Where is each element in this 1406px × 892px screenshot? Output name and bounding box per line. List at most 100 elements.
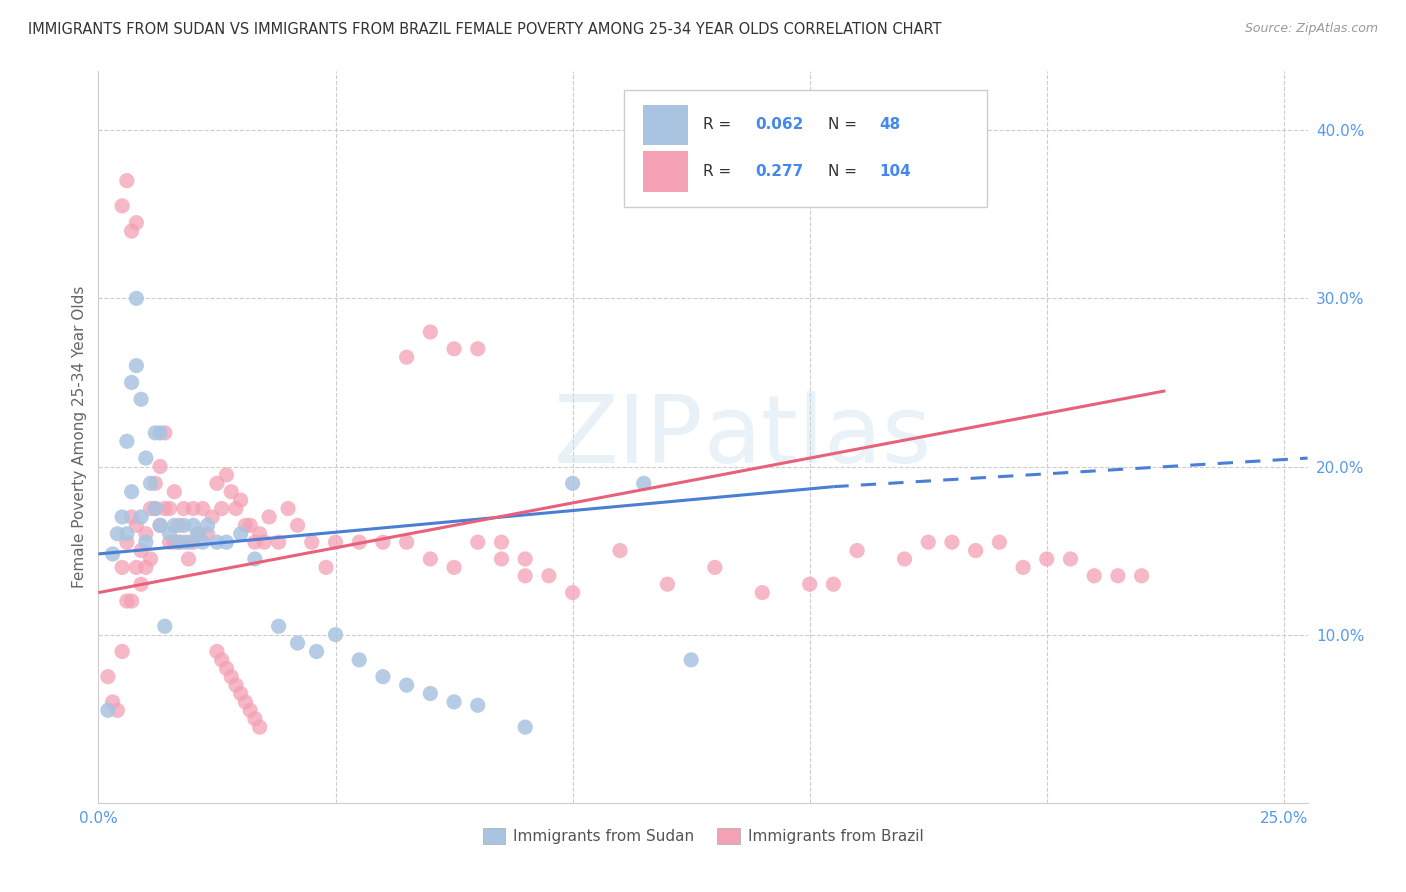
Point xyxy=(229,493,252,508)
Point xyxy=(443,560,465,574)
Point xyxy=(111,560,134,574)
Point xyxy=(167,518,190,533)
Point xyxy=(187,526,209,541)
Point xyxy=(163,535,186,549)
Point xyxy=(917,535,939,549)
Point xyxy=(201,510,224,524)
Y-axis label: Female Poverty Among 25-34 Year Olds: Female Poverty Among 25-34 Year Olds xyxy=(72,286,87,588)
Point xyxy=(159,535,181,549)
Text: 0.062: 0.062 xyxy=(755,117,803,132)
Point xyxy=(243,552,266,566)
Point xyxy=(121,224,143,238)
Point xyxy=(159,501,181,516)
Point xyxy=(125,560,148,574)
Point xyxy=(467,535,489,549)
Point xyxy=(325,627,347,641)
Point xyxy=(225,678,247,692)
Point xyxy=(163,484,186,499)
Point xyxy=(229,686,252,700)
FancyBboxPatch shape xyxy=(643,104,689,145)
Point xyxy=(395,350,418,364)
Point xyxy=(491,552,513,566)
Point xyxy=(846,543,869,558)
Point xyxy=(139,552,162,566)
Point xyxy=(139,476,162,491)
Point xyxy=(121,484,143,499)
Point xyxy=(371,535,394,549)
Point xyxy=(129,510,152,524)
Point xyxy=(111,199,134,213)
Point xyxy=(129,577,152,591)
Point xyxy=(395,678,418,692)
Point xyxy=(315,560,337,574)
Point xyxy=(125,291,148,305)
Text: 104: 104 xyxy=(880,164,911,179)
Point xyxy=(181,501,204,516)
Point xyxy=(149,459,172,474)
Point xyxy=(561,476,583,491)
Point xyxy=(135,526,157,541)
Point xyxy=(177,552,200,566)
Point xyxy=(153,619,176,633)
Point xyxy=(135,560,157,574)
Point xyxy=(167,535,190,549)
Point xyxy=(187,526,209,541)
Point xyxy=(125,359,148,373)
Point xyxy=(1107,569,1129,583)
Point xyxy=(191,535,214,549)
Point xyxy=(609,543,631,558)
Point xyxy=(941,535,963,549)
Point xyxy=(443,695,465,709)
Point xyxy=(205,535,228,549)
Point xyxy=(419,325,441,339)
Legend: Immigrants from Sudan, Immigrants from Brazil: Immigrants from Sudan, Immigrants from B… xyxy=(477,822,929,850)
Point xyxy=(121,594,143,608)
Point xyxy=(1059,552,1081,566)
Point xyxy=(115,526,138,541)
FancyBboxPatch shape xyxy=(624,90,987,207)
Point xyxy=(101,547,124,561)
Point xyxy=(395,535,418,549)
Point xyxy=(253,535,276,549)
Point xyxy=(537,569,560,583)
Point xyxy=(215,535,238,549)
Point xyxy=(267,619,290,633)
Point xyxy=(125,518,148,533)
Point xyxy=(177,535,200,549)
Point xyxy=(197,526,219,541)
Point xyxy=(97,670,120,684)
Point xyxy=(893,552,915,566)
Point xyxy=(167,535,190,549)
Point xyxy=(1012,560,1035,574)
Point xyxy=(443,342,465,356)
Text: R =: R = xyxy=(703,117,737,132)
Point xyxy=(965,543,987,558)
Point xyxy=(111,644,134,658)
Point xyxy=(181,535,204,549)
Point xyxy=(139,501,162,516)
Point xyxy=(515,569,537,583)
Point xyxy=(135,535,157,549)
Point xyxy=(419,552,441,566)
Point xyxy=(215,467,238,482)
Point xyxy=(988,535,1011,549)
Point xyxy=(305,644,328,658)
Point xyxy=(657,577,679,591)
Point xyxy=(419,686,441,700)
Point xyxy=(235,518,257,533)
Point xyxy=(823,577,845,591)
Text: Source: ZipAtlas.com: Source: ZipAtlas.com xyxy=(1244,22,1378,36)
Point xyxy=(229,526,252,541)
Point xyxy=(325,535,347,549)
Point xyxy=(287,518,309,533)
Text: N =: N = xyxy=(828,164,862,179)
Point xyxy=(105,703,128,717)
Point xyxy=(211,653,233,667)
Point xyxy=(143,501,166,516)
Point xyxy=(219,670,242,684)
Point xyxy=(277,501,299,516)
Point xyxy=(287,636,309,650)
Point xyxy=(219,484,242,499)
Text: 0.277: 0.277 xyxy=(755,164,803,179)
Point xyxy=(153,501,176,516)
